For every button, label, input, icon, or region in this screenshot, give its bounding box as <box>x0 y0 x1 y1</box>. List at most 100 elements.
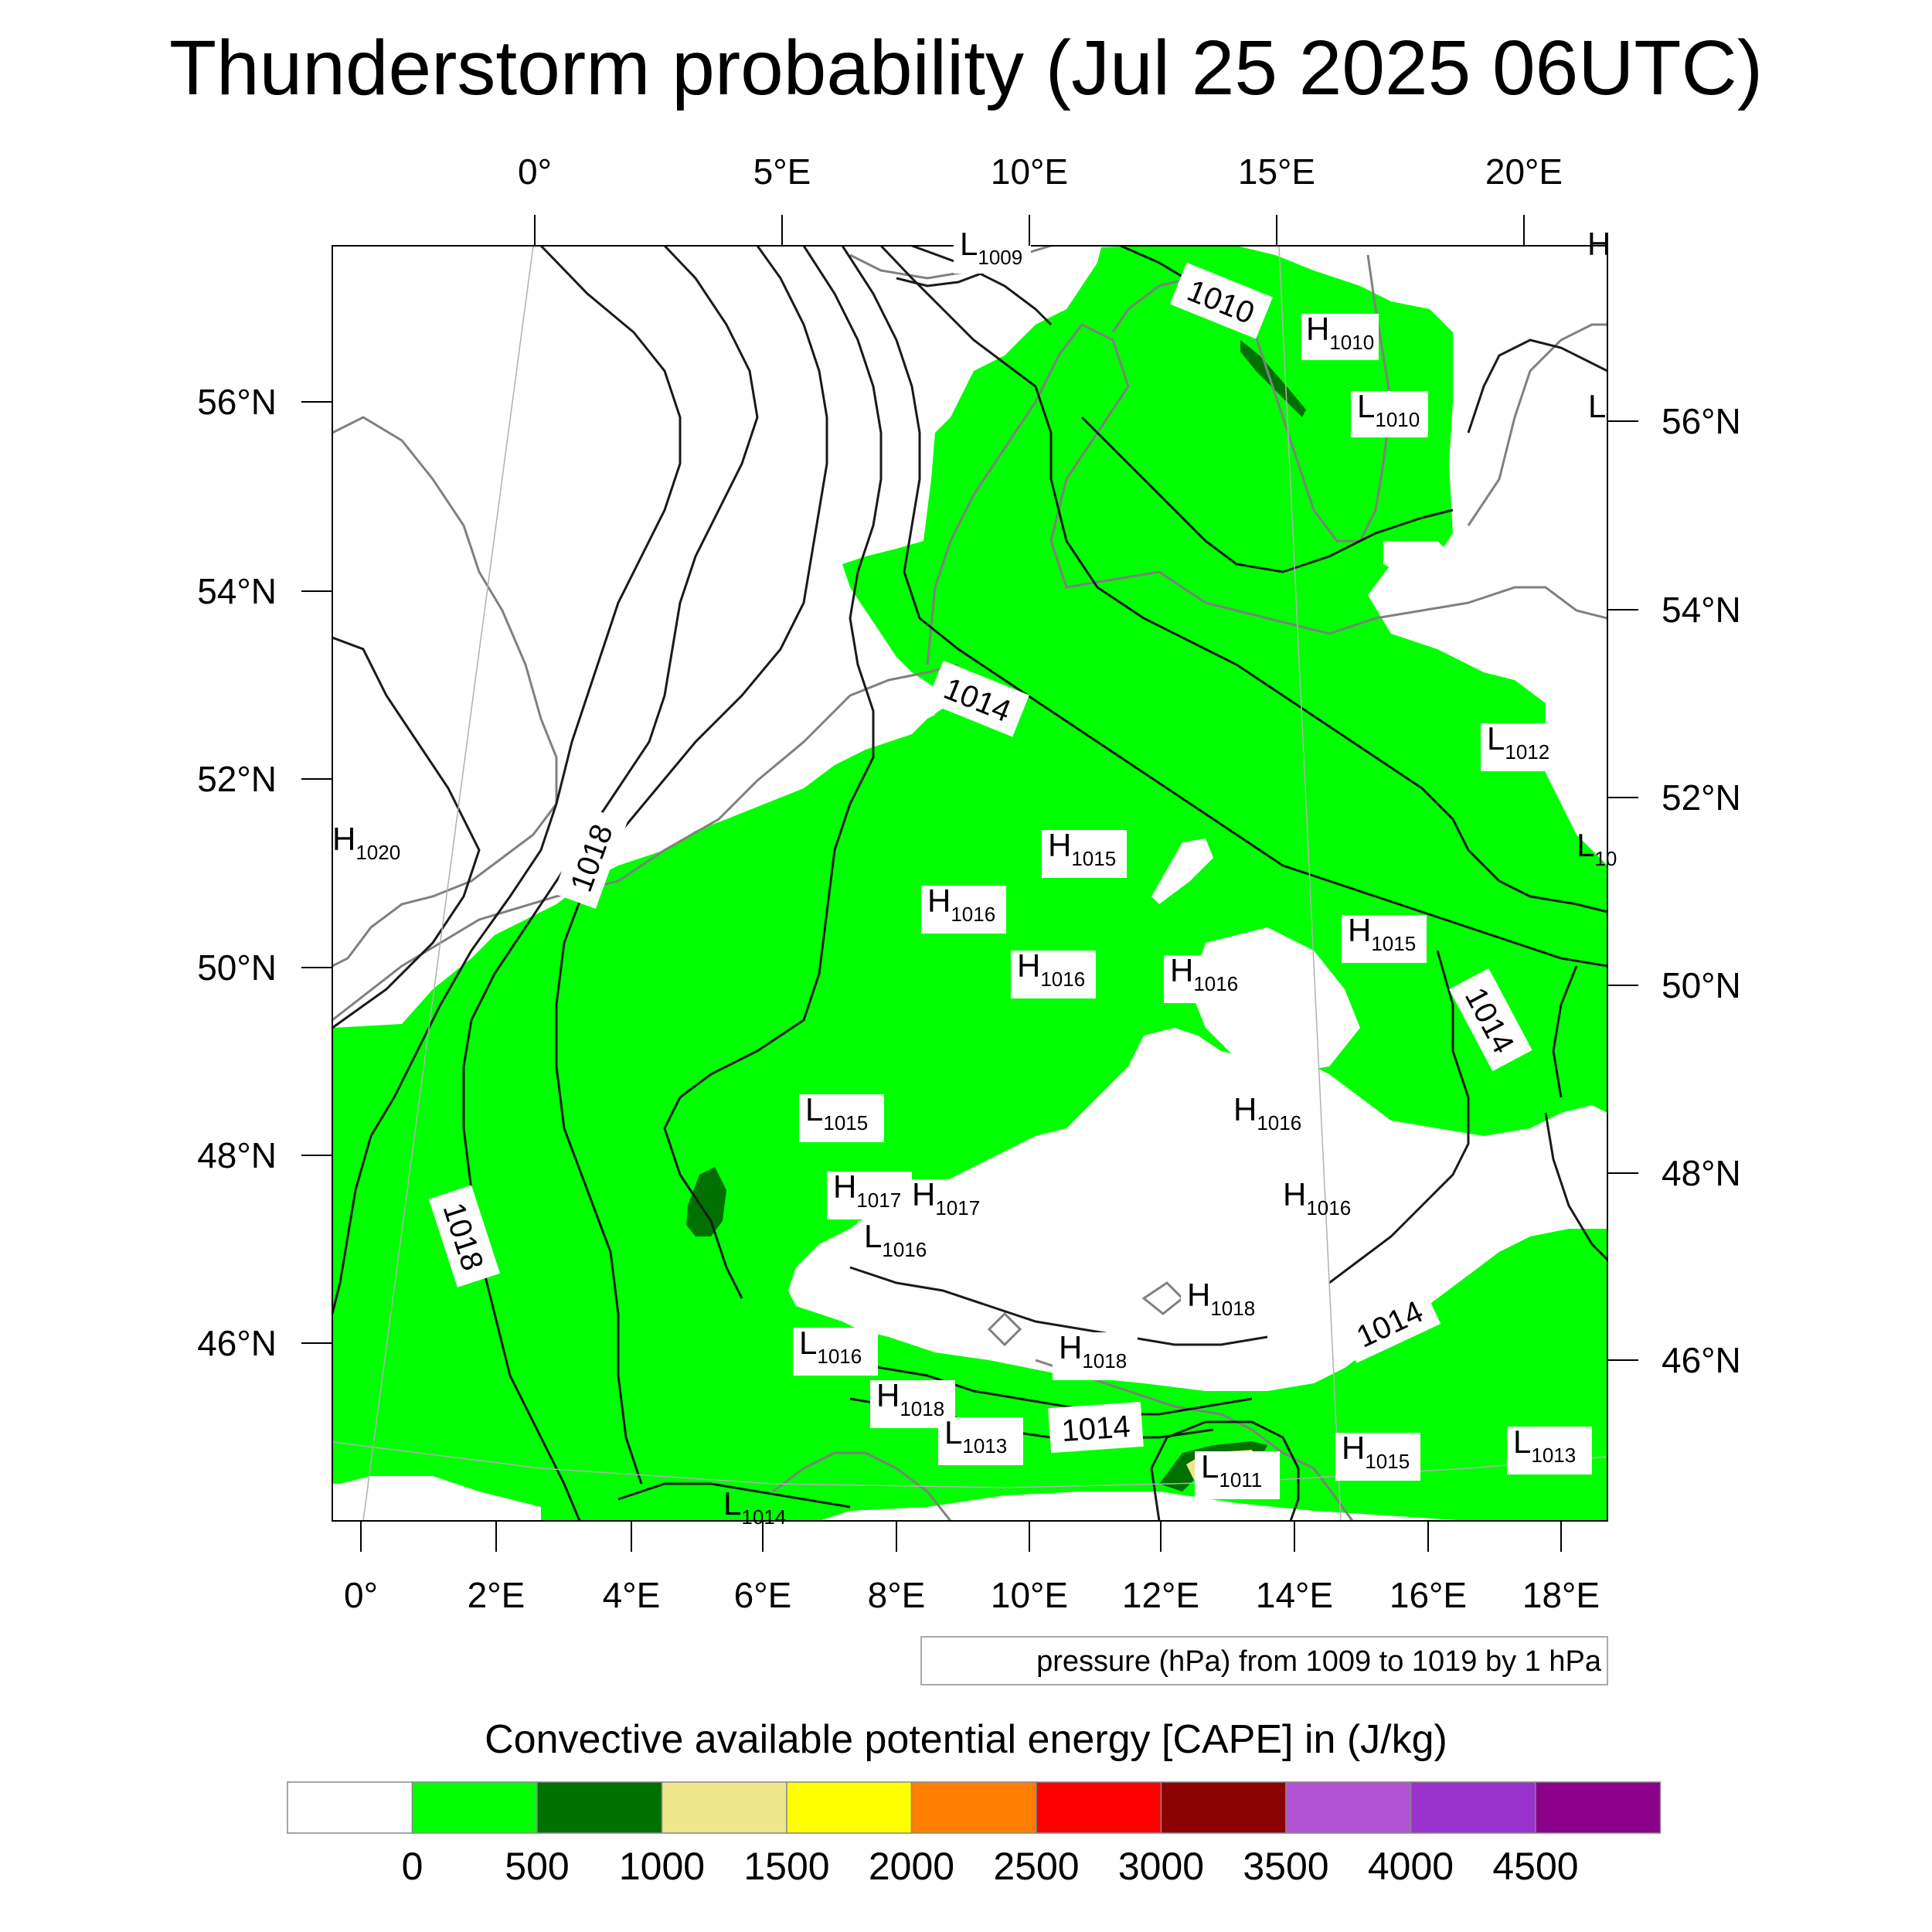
tick-label: 2°E <box>468 1575 526 1615</box>
colorbar-swatch <box>910 1781 1037 1834</box>
colorbar-swatch <box>1160 1781 1287 1834</box>
tick-label: 14°E <box>1256 1575 1333 1615</box>
tick-label: 10°E <box>991 1575 1068 1615</box>
svg-text:H1020: H1020 <box>332 821 400 864</box>
tick-label: 50°N <box>197 947 277 988</box>
isobar-east-2 <box>1552 965 1578 1098</box>
tick-label: 50°N <box>1662 965 1741 1005</box>
top-lon-labels: 0° 5°E 10°E 15°E 20°E <box>518 151 1563 192</box>
tick-label: 20°E <box>1485 151 1563 192</box>
tick-label: 54°N <box>197 571 277 611</box>
cape-gap-north-germany <box>881 672 935 742</box>
isobar-italy-low <box>1150 1420 1300 1521</box>
pressure-center: L <box>1588 388 1606 424</box>
graticule-meridian-15e <box>1278 246 1342 1521</box>
tick-label: 54°N <box>1662 590 1741 630</box>
pressure-center: H1018 <box>1181 1277 1266 1328</box>
pressure-center: L1009 <box>954 226 1031 274</box>
svg-text:L1011: L1011 <box>1201 1448 1262 1492</box>
tick-label: 46°N <box>197 1323 277 1363</box>
cape-dark-patch-france <box>686 1167 726 1236</box>
pressure-center: H1015 <box>1042 827 1127 878</box>
svg-text:H1018: H1018 <box>1187 1277 1255 1320</box>
pressure-center: L1016 <box>858 1218 943 1269</box>
coast-denmark <box>926 323 1607 665</box>
isobar-1014-east <box>1328 950 1470 1284</box>
pressure-center: H1016 <box>1164 952 1249 1003</box>
isobar-1019-britain <box>332 636 481 1029</box>
isobar-south <box>617 1482 851 1509</box>
coast-italy-west <box>772 1451 952 1521</box>
pressure-center: H1016 <box>1283 1176 1351 1219</box>
svg-text:H1015: H1015 <box>1048 827 1116 870</box>
tick-label: 4°E <box>603 1575 661 1615</box>
svg-text:H1015: H1015 <box>1348 912 1416 955</box>
map-title: Thunderstorm probability (Jul 25 2025 06… <box>169 25 1763 111</box>
isobar-east-1 <box>1544 1112 1607 1261</box>
isobar-alps-2 <box>834 1359 1253 1416</box>
pressure-center: H1017 <box>827 1168 912 1219</box>
colorbar-tick-label: 3000 <box>1118 1845 1204 1888</box>
pressure-center: H1015 <box>1342 912 1427 963</box>
svg-text:H1016: H1016 <box>1170 952 1238 995</box>
graticule-meridian-0 <box>362 246 534 1521</box>
map-area: 1010 1014 1018 1018 1014 1014 <box>332 226 1617 1529</box>
coast-continent <box>332 663 959 1022</box>
svg-text:H1016: H1016 <box>1283 1176 1351 1219</box>
isobar-1012 <box>911 246 1053 326</box>
colorbar-tick-label: 2000 <box>869 1845 954 1888</box>
svg-text:L: L <box>1588 388 1606 424</box>
svg-text:H1016: H1016 <box>1017 947 1085 991</box>
tick-label: 56°N <box>1662 401 1741 441</box>
svg-text:H1018: H1018 <box>876 1377 944 1420</box>
svg-text:H1015: H1015 <box>1342 1430 1410 1473</box>
pressure-center: L1013 <box>938 1414 1023 1465</box>
tick-label: 18°E <box>1522 1575 1600 1615</box>
svg-text:H1016: H1016 <box>927 883 995 926</box>
colorbar-swatch <box>1535 1781 1662 1834</box>
isobar-alps-1 <box>849 1266 1268 1346</box>
colorbar-tick-label: 500 <box>505 1845 569 1888</box>
right-lat-labels: 56°N 54°N 52°N 50°N 48°N 46°N <box>1662 401 1741 1380</box>
colorbar-swatch <box>536 1781 663 1834</box>
tick-label: 0° <box>518 151 552 192</box>
svg-text:L1012: L1012 <box>1487 720 1549 764</box>
cape-gap-poland <box>1383 541 1453 576</box>
pressure-center: H1020 <box>332 821 400 864</box>
isobar-poland <box>1467 338 1607 434</box>
colorbar-tick-label: 1000 <box>619 1845 705 1888</box>
pressure-center: L1015 <box>799 1091 884 1142</box>
tick-label: 52°N <box>197 759 277 799</box>
tick-label: 0° <box>344 1575 378 1615</box>
svg-text:H1017: H1017 <box>912 1176 980 1219</box>
cape-field-main <box>332 246 1607 1521</box>
contour-info-text: pressure (hPa) from 1009 to 1019 by 1 hP… <box>1036 1645 1602 1678</box>
tick-label: 15°E <box>1238 151 1315 192</box>
pressure-center: L1016 <box>793 1325 878 1376</box>
colorbar-swatch <box>786 1781 913 1834</box>
colorbar-swatch <box>661 1781 787 1834</box>
svg-text:L1016: L1016 <box>799 1325 862 1368</box>
graticule <box>332 246 1607 1521</box>
cape-dark-patch-sweden <box>1240 340 1306 417</box>
contour-labels: 1010 1014 1018 1018 1014 1014 <box>428 262 1532 1454</box>
tick-label: 48°N <box>197 1135 277 1175</box>
graticule-parallel-45n <box>332 1441 1607 1488</box>
svg-text:H1010: H1010 <box>1306 311 1374 354</box>
tick-label: 46°N <box>1662 1340 1741 1380</box>
colorbar-tick-label: 4500 <box>1492 1845 1578 1888</box>
colorbar-title: Convective available potential energy [C… <box>485 1717 1447 1762</box>
isobar-1013 <box>879 246 1607 913</box>
colorbar-tick-label: 4000 <box>1368 1845 1454 1888</box>
tick-label: 8°E <box>868 1575 926 1615</box>
svg-text:L1013: L1013 <box>1513 1423 1576 1467</box>
pressure-center: L10 <box>1577 827 1617 870</box>
bottom-lon-labels: 0° 2°E 4°E 6°E 8°E 10°E 12°E 14°E 16°E 1… <box>344 1575 1600 1615</box>
pressure-center: L1012 <box>1481 720 1566 771</box>
pressure-center: H1017 <box>906 1176 991 1227</box>
cape-field-band <box>433 811 819 1012</box>
pressure-center: H1016 <box>921 883 1006 934</box>
svg-text:L1009: L1009 <box>960 226 1022 269</box>
colorbar-tick-label: 2500 <box>993 1845 1079 1888</box>
